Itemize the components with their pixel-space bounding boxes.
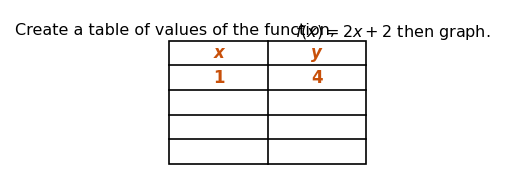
- Text: 4: 4: [311, 69, 322, 87]
- Text: Create a table of values of the function,: Create a table of values of the function…: [15, 23, 345, 38]
- Text: y: y: [311, 44, 322, 62]
- Text: $f(x) = 2x + 2$ then graph.: $f(x) = 2x + 2$ then graph.: [295, 23, 491, 42]
- Text: 1: 1: [213, 69, 224, 87]
- Text: x: x: [213, 44, 224, 62]
